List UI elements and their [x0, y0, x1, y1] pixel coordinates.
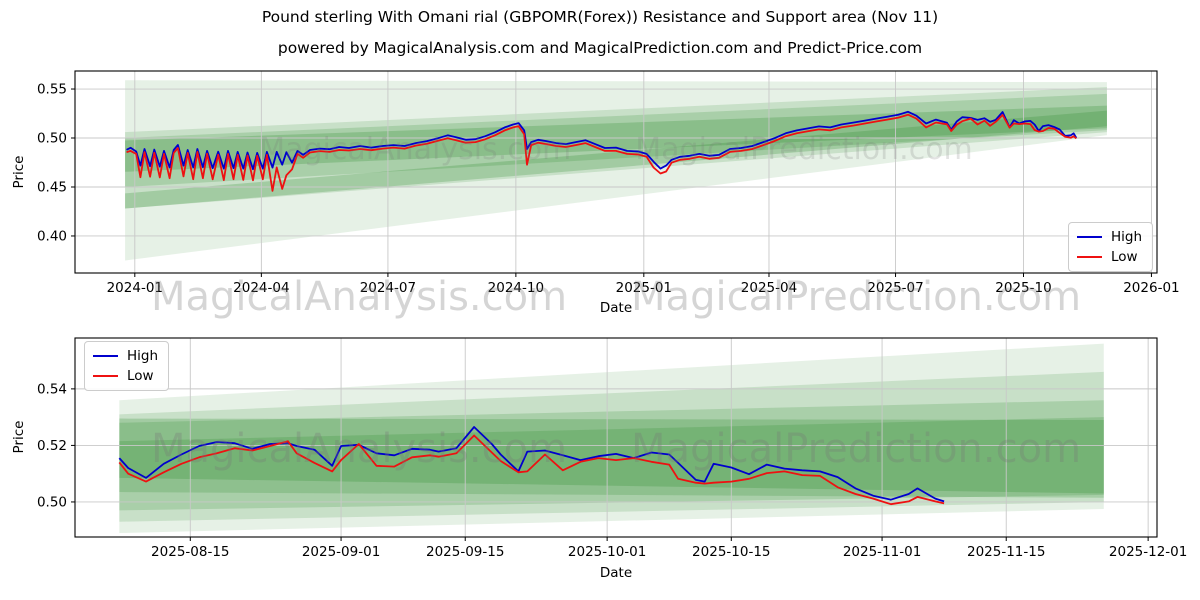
low-line-sample [93, 375, 118, 377]
y-tick-label: 0.50 [37, 131, 67, 147]
x-tick-label: 2026-01 [1123, 280, 1179, 296]
legend-entry-low: Low [1077, 247, 1142, 267]
axes-border [74, 337, 1158, 538]
x-tick-label: 2025-01 [616, 280, 672, 296]
high-line [118, 426, 945, 503]
support-resistance-band [125, 93, 1107, 187]
high-line-sample [1077, 236, 1102, 238]
y-axis-label-bottom: Price [11, 420, 27, 454]
x-tick-label: 2025-04 [741, 280, 797, 296]
low-line [118, 434, 945, 506]
legend-entry-high: High [93, 346, 158, 366]
x-tick-label: 2025-11-01 [843, 544, 921, 560]
support-resistance-band [119, 343, 1104, 534]
high-line [126, 110, 1078, 171]
x-axis-label-bottom: Date [599, 565, 633, 581]
axes-border [74, 70, 1158, 274]
y-tick-label: 0.45 [37, 179, 67, 195]
low-line [126, 113, 1077, 192]
high-line-sample [93, 355, 118, 357]
legend-top-chart: High Low [1068, 222, 1154, 272]
y-axis-label-top: Price [11, 155, 27, 189]
x-tick-label: 2024-07 [360, 280, 416, 296]
y-tick-label: 0.40 [37, 228, 67, 244]
support-resistance-band [119, 417, 1104, 498]
x-tick-label: 2025-10-15 [692, 544, 770, 560]
x-tick-label: 2025-09-15 [426, 544, 504, 560]
page-title: Pound sterling With Omani rial (GBPOMR(F… [261, 8, 939, 26]
legend-label-high: High [127, 348, 159, 364]
y-tick-label: 0.50 [37, 494, 67, 510]
y-tick-label: 0.52 [37, 438, 67, 454]
x-tick-label: 2025-08-15 [151, 544, 229, 560]
support-resistance-band [119, 371, 1104, 522]
x-tick-label: 2024-10 [488, 280, 544, 296]
x-tick-label: 2024-04 [233, 280, 289, 296]
page-subtitle: powered by MagicalAnalysis.com and Magic… [277, 39, 923, 57]
y-tick-label: 0.55 [37, 82, 67, 98]
y-tick-label: 0.54 [37, 381, 67, 397]
x-tick-label: 2025-11-15 [967, 544, 1045, 560]
legend-label-low: Low [1111, 249, 1138, 265]
x-tick-label: 2025-07 [867, 280, 923, 296]
support-resistance-band [125, 105, 1107, 172]
x-tick-label: 2025-12-01 [1109, 544, 1187, 560]
low-line-sample [1077, 256, 1102, 258]
legend-label-high: High [1111, 229, 1143, 245]
x-axis-label-top: Date [599, 300, 633, 316]
legend-entry-high: High [1077, 227, 1142, 247]
x-tick-label: 2025-09-01 [302, 544, 380, 560]
legend-label-low: Low [127, 368, 154, 384]
support-resistance-band [125, 80, 1107, 261]
legend-entry-low: Low [93, 366, 158, 386]
support-resistance-band [119, 418, 1104, 494]
legend-bottom-chart: High Low [84, 341, 170, 391]
x-tick-label: 2025-10 [995, 280, 1051, 296]
x-tick-label: 2024-01 [107, 280, 163, 296]
x-tick-label: 2025-10-01 [568, 544, 646, 560]
support-resistance-band [125, 110, 1107, 209]
